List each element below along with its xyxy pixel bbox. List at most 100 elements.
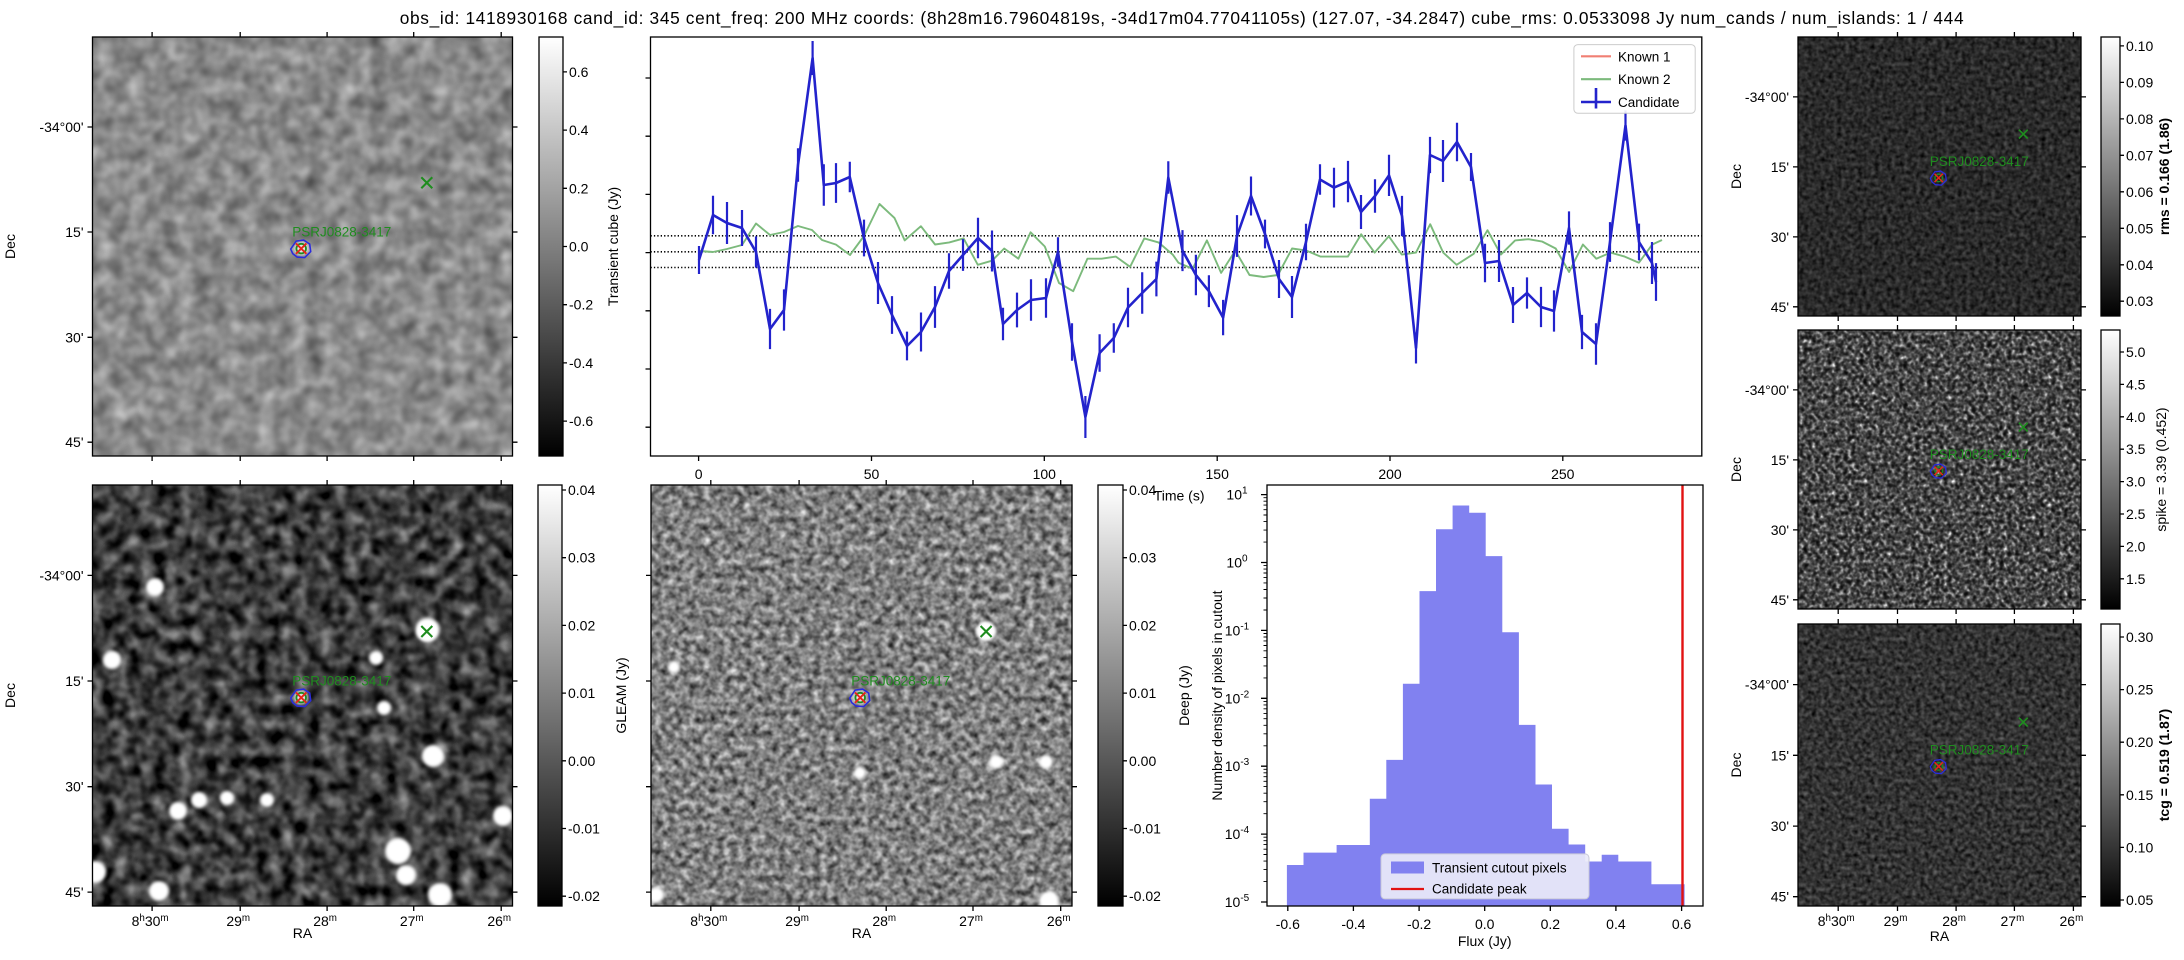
svg-text:26m: 26m — [487, 913, 511, 929]
svg-text:0.04: 0.04 — [1129, 482, 1156, 498]
svg-text:28m: 28m — [872, 913, 896, 929]
svg-text:0.05: 0.05 — [2126, 220, 2153, 236]
svg-text:0.0: 0.0 — [569, 239, 589, 255]
svg-text:8h30m: 8h30m — [690, 913, 727, 929]
svg-text:1.5: 1.5 — [2126, 571, 2146, 587]
svg-text:PSRJ0828-3417: PSRJ0828-3417 — [1930, 742, 2029, 757]
svg-text:150: 150 — [1206, 466, 1230, 482]
svg-text:3.5: 3.5 — [2126, 441, 2146, 457]
svg-text:-0.02: -0.02 — [1129, 888, 1161, 904]
svg-text:PSRJ0828-3417: PSRJ0828-3417 — [292, 674, 391, 689]
svg-text:4.5: 4.5 — [2126, 376, 2146, 392]
svg-text:45': 45' — [65, 884, 83, 900]
svg-text:29m: 29m — [1884, 913, 1908, 929]
svg-text:RA: RA — [293, 925, 313, 941]
svg-text:RA: RA — [852, 925, 872, 941]
svg-text:0.4: 0.4 — [1606, 916, 1626, 932]
svg-text:Flux (Jy): Flux (Jy) — [1458, 933, 1512, 949]
svg-text:28m: 28m — [313, 913, 337, 929]
svg-text:-0.6: -0.6 — [569, 413, 593, 429]
svg-text:200: 200 — [1378, 466, 1402, 482]
svg-text:RA: RA — [1930, 928, 1950, 944]
svg-text:2.5: 2.5 — [2126, 506, 2146, 522]
svg-text:-0.4: -0.4 — [1341, 916, 1365, 932]
svg-text:3.0: 3.0 — [2126, 474, 2146, 490]
svg-text:-0.01: -0.01 — [568, 821, 600, 837]
svg-text:45': 45' — [1771, 299, 1789, 315]
svg-text:0.30: 0.30 — [2126, 629, 2153, 645]
svg-text:PSRJ0828-3417: PSRJ0828-3417 — [1930, 447, 2029, 462]
svg-text:0: 0 — [695, 466, 703, 482]
svg-text:Deep (Jy): Deep (Jy) — [1176, 665, 1192, 726]
svg-text:Known 1: Known 1 — [1618, 49, 1671, 64]
svg-text:5.0: 5.0 — [2126, 344, 2146, 360]
svg-text:-0.02: -0.02 — [568, 888, 600, 904]
svg-text:0.2: 0.2 — [1541, 916, 1561, 932]
svg-text:15': 15' — [1771, 452, 1789, 468]
svg-text:0.0: 0.0 — [1475, 916, 1495, 932]
svg-text:0.08: 0.08 — [2126, 111, 2153, 127]
svg-text:0.01: 0.01 — [1129, 685, 1156, 701]
svg-text:30': 30' — [1771, 229, 1789, 245]
svg-text:15': 15' — [65, 673, 83, 689]
svg-text:-0.01: -0.01 — [1129, 821, 1161, 837]
svg-text:-34°00': -34°00' — [39, 119, 83, 135]
svg-text:-0.6: -0.6 — [1276, 916, 1300, 932]
svg-text:Known 2: Known 2 — [1618, 72, 1671, 87]
svg-text:rms = 0.166 (1.86): rms = 0.166 (1.86) — [2156, 118, 2172, 235]
svg-text:0.6: 0.6 — [569, 64, 589, 80]
svg-text:0.10: 0.10 — [2126, 38, 2153, 54]
svg-text:15': 15' — [1771, 747, 1789, 763]
svg-text:27m: 27m — [400, 913, 424, 929]
svg-text:0.03: 0.03 — [2126, 293, 2153, 309]
svg-text:0.15: 0.15 — [2126, 787, 2153, 803]
svg-text:Transient cube (Jy): Transient cube (Jy) — [605, 187, 621, 306]
svg-text:4.0: 4.0 — [2126, 409, 2146, 425]
svg-text:-34°00': -34°00' — [1745, 382, 1789, 398]
svg-text:27m: 27m — [959, 913, 983, 929]
svg-text:0.09: 0.09 — [2126, 74, 2153, 90]
svg-text:0.20: 0.20 — [2126, 734, 2153, 750]
svg-text:Dec: Dec — [1728, 164, 1744, 189]
svg-text:30': 30' — [65, 779, 83, 795]
svg-text:Transient cutout pixels: Transient cutout pixels — [1432, 861, 1567, 876]
svg-text:30': 30' — [65, 329, 83, 345]
svg-text:Dec: Dec — [1728, 457, 1744, 482]
svg-text:0.02: 0.02 — [568, 617, 595, 633]
svg-text:29m: 29m — [226, 913, 250, 929]
svg-text:0.01: 0.01 — [568, 685, 595, 701]
svg-text:45': 45' — [1771, 889, 1789, 905]
svg-text:GLEAM (Jy): GLEAM (Jy) — [613, 657, 629, 733]
svg-text:100: 100 — [1033, 466, 1057, 482]
svg-text:0.03: 0.03 — [568, 550, 595, 566]
svg-text:26m: 26m — [2060, 913, 2084, 929]
svg-text:-34°00': -34°00' — [1745, 89, 1789, 105]
svg-text:250: 250 — [1551, 466, 1575, 482]
svg-text:0.10: 0.10 — [2126, 839, 2153, 855]
svg-text:0.04: 0.04 — [2126, 257, 2153, 273]
svg-text:28m: 28m — [1942, 913, 1966, 929]
svg-text:15': 15' — [65, 224, 83, 240]
svg-text:29m: 29m — [785, 913, 809, 929]
svg-text:tcg = 0.519 (1.87): tcg = 0.519 (1.87) — [2156, 709, 2172, 821]
svg-text:-0.2: -0.2 — [569, 297, 593, 313]
svg-text:-0.2: -0.2 — [1407, 916, 1431, 932]
svg-text:PSRJ0828-3417: PSRJ0828-3417 — [851, 674, 950, 689]
svg-text:Dec: Dec — [2, 234, 18, 259]
svg-text:45': 45' — [65, 434, 83, 450]
svg-text:50: 50 — [864, 466, 880, 482]
svg-text:-34°00': -34°00' — [1745, 677, 1789, 693]
svg-text:Candidate peak: Candidate peak — [1432, 882, 1527, 897]
svg-text:0.04: 0.04 — [568, 482, 595, 498]
svg-text:Candidate: Candidate — [1618, 95, 1680, 110]
svg-text:0.00: 0.00 — [568, 753, 595, 769]
svg-text:0.02: 0.02 — [1129, 617, 1156, 633]
svg-text:obs_id: 1418930168 cand_id: 34: obs_id: 1418930168 cand_id: 345 cent_fre… — [400, 8, 1964, 28]
svg-text:spike = 3.39 (0.452): spike = 3.39 (0.452) — [2153, 407, 2169, 531]
svg-text:2.0: 2.0 — [2126, 538, 2146, 554]
svg-text:0.05: 0.05 — [2126, 892, 2153, 908]
svg-text:-0.4: -0.4 — [569, 355, 593, 371]
svg-text:0.4: 0.4 — [569, 122, 589, 138]
svg-text:0.03: 0.03 — [1129, 550, 1156, 566]
svg-text:26m: 26m — [1047, 913, 1071, 929]
